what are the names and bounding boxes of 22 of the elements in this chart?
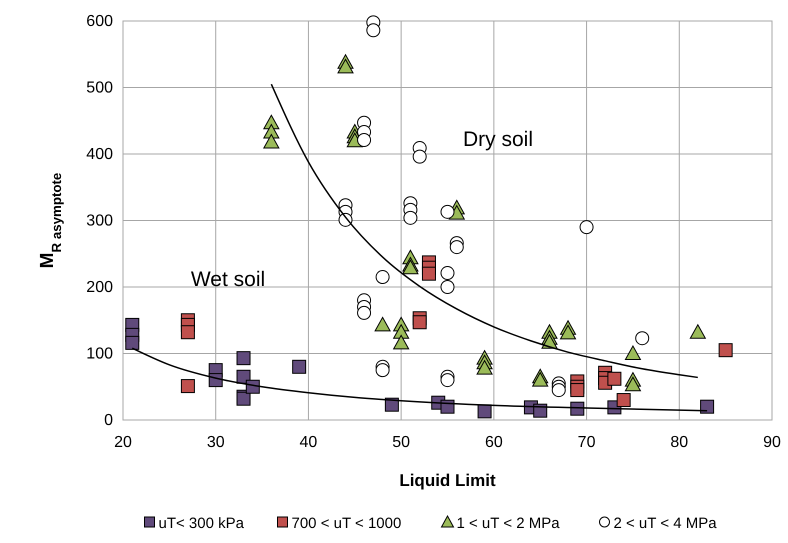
legend-label: 700 < uT < 1000 (292, 515, 402, 532)
legend-label: 2 < uT < 4 MPa (614, 515, 718, 532)
legend-label: 1 < uT < 2 MPa (456, 515, 560, 532)
x-axis-title: Liquid Limit (399, 471, 496, 490)
y-tick-label: 300 (86, 212, 114, 230)
annotation: Wet soil (190, 268, 266, 291)
y-tick-label: 100 (86, 346, 114, 362)
y-tick-label: 600 (86, 13, 114, 30)
y-tick-label: 0 (104, 412, 114, 429)
annotation: Dry soil (462, 128, 534, 151)
legend-label: uT< 300 kPa (158, 515, 245, 532)
y-tick-label: 200 (86, 279, 114, 296)
y-tick-label: 500 (86, 80, 114, 96)
x-tick-label: 20 (114, 434, 132, 451)
x-tick-label: 80 (670, 434, 688, 451)
x-tick-label: 60 (484, 434, 503, 451)
x-tick-label: 70 (578, 434, 596, 451)
x-tick-label: 40 (300, 434, 318, 451)
x-tick-label: 90 (763, 434, 781, 451)
x-tick-label: 30 (206, 434, 225, 451)
y-tick-label: 400 (86, 146, 114, 163)
x-tick-label: 50 (392, 434, 410, 451)
